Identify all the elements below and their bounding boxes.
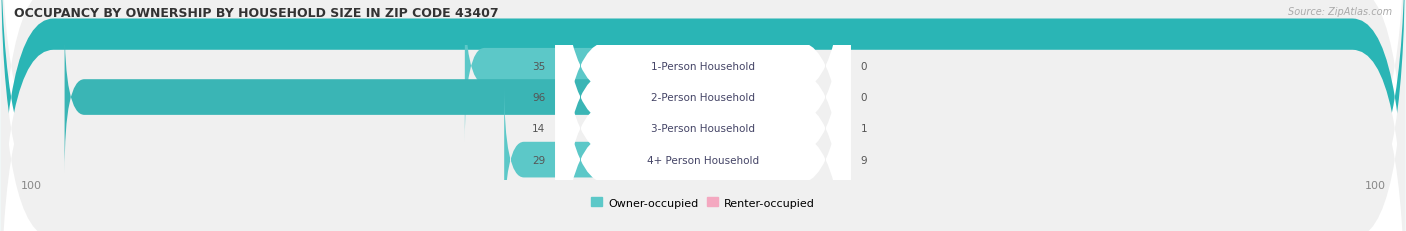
Text: 4+ Person Household: 4+ Person Household xyxy=(647,155,759,165)
Text: 100: 100 xyxy=(1364,180,1385,190)
Text: Source: ZipAtlas.com: Source: ZipAtlas.com xyxy=(1288,7,1392,17)
FancyBboxPatch shape xyxy=(692,53,714,204)
Text: 0: 0 xyxy=(860,61,868,71)
Text: 0: 0 xyxy=(860,93,868,103)
FancyBboxPatch shape xyxy=(695,84,763,231)
Text: 14: 14 xyxy=(533,124,546,134)
FancyBboxPatch shape xyxy=(465,0,704,142)
FancyBboxPatch shape xyxy=(65,22,704,173)
FancyBboxPatch shape xyxy=(505,84,704,231)
Text: 9: 9 xyxy=(860,155,868,165)
Text: 100: 100 xyxy=(21,180,42,190)
Text: 35: 35 xyxy=(533,61,546,71)
FancyBboxPatch shape xyxy=(555,0,851,231)
FancyBboxPatch shape xyxy=(555,0,851,231)
FancyBboxPatch shape xyxy=(695,22,758,173)
Text: 2-Person Household: 2-Person Household xyxy=(651,93,755,103)
FancyBboxPatch shape xyxy=(695,0,758,142)
Text: 96: 96 xyxy=(533,93,546,103)
Text: 1: 1 xyxy=(860,124,868,134)
Text: 1-Person Household: 1-Person Household xyxy=(651,61,755,71)
Text: 29: 29 xyxy=(533,155,546,165)
FancyBboxPatch shape xyxy=(603,53,704,204)
Legend: Owner-occupied, Renter-occupied: Owner-occupied, Renter-occupied xyxy=(586,193,820,212)
Text: 3-Person Household: 3-Person Household xyxy=(651,124,755,134)
FancyBboxPatch shape xyxy=(555,0,851,231)
Text: OCCUPANCY BY OWNERSHIP BY HOUSEHOLD SIZE IN ZIP CODE 43407: OCCUPANCY BY OWNERSHIP BY HOUSEHOLD SIZE… xyxy=(14,7,499,20)
FancyBboxPatch shape xyxy=(555,0,851,231)
